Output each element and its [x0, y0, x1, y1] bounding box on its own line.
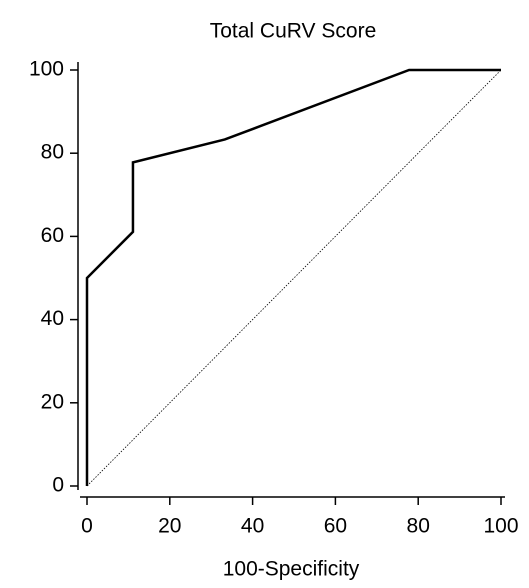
x-axis-label: 100-Specificity — [223, 558, 360, 581]
y-tick-label: 100 — [29, 58, 64, 81]
y-tick-label: 0 — [52, 474, 64, 497]
x-tick-label: 20 — [158, 515, 181, 538]
roc-curve — [85, 68, 501, 486]
x-tick-label: 40 — [241, 515, 264, 538]
y-tick-label: 20 — [41, 390, 64, 413]
y-tick-label: 60 — [41, 224, 64, 247]
x-tick-label: 60 — [324, 515, 347, 538]
x-tick-label: 100 — [483, 515, 518, 538]
x-tick-label: 80 — [407, 515, 430, 538]
chart-title: Total CuRV Score — [210, 20, 377, 43]
y-tick-label: 80 — [41, 141, 64, 164]
reference-diagonal — [86, 69, 502, 487]
y-tick-label: 40 — [41, 307, 64, 330]
x-tick-label: 0 — [81, 515, 93, 538]
